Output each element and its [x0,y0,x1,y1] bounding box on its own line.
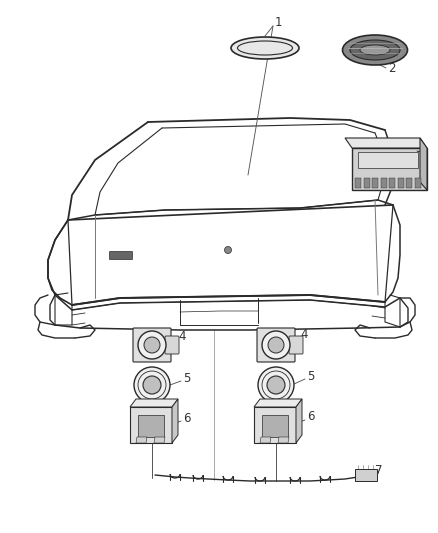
FancyBboxPatch shape [110,252,133,260]
Circle shape [134,367,170,403]
Bar [355,469,377,481]
Polygon shape [262,415,288,437]
Text: 7: 7 [375,464,382,477]
Circle shape [258,367,294,403]
Polygon shape [278,437,289,443]
Ellipse shape [231,37,299,59]
Circle shape [262,331,290,359]
Bar [414,178,420,188]
Polygon shape [254,399,302,407]
Text: 5: 5 [307,369,314,383]
Bar [406,178,412,188]
Polygon shape [130,407,172,443]
Polygon shape [154,437,165,443]
Polygon shape [138,415,164,437]
Text: 6: 6 [183,411,191,424]
FancyBboxPatch shape [352,148,427,190]
Circle shape [143,376,161,394]
Ellipse shape [350,40,400,60]
FancyBboxPatch shape [257,328,295,362]
FancyBboxPatch shape [289,336,303,354]
Bar [372,178,378,188]
Polygon shape [136,437,147,443]
Bar [389,178,395,188]
Ellipse shape [360,45,390,55]
Circle shape [144,337,160,353]
FancyBboxPatch shape [133,328,171,362]
Text: 3: 3 [415,141,422,155]
Polygon shape [420,138,427,190]
Polygon shape [345,138,427,148]
Circle shape [225,246,232,254]
Text: 5: 5 [183,372,191,384]
Circle shape [267,376,285,394]
Text: 4: 4 [178,330,186,343]
Text: 6: 6 [307,410,314,424]
Circle shape [268,337,284,353]
Bar [358,152,418,168]
Polygon shape [296,399,302,443]
Bar [381,178,386,188]
Bar [364,178,370,188]
Text: 2: 2 [388,61,396,75]
Polygon shape [254,407,296,443]
Circle shape [138,331,166,359]
Polygon shape [172,399,178,443]
Ellipse shape [343,35,407,65]
FancyBboxPatch shape [165,336,179,354]
Polygon shape [130,399,178,407]
Bar [398,178,403,188]
Text: 4: 4 [300,327,307,341]
Bar [355,178,361,188]
Text: 1: 1 [275,15,283,28]
Polygon shape [260,437,271,443]
